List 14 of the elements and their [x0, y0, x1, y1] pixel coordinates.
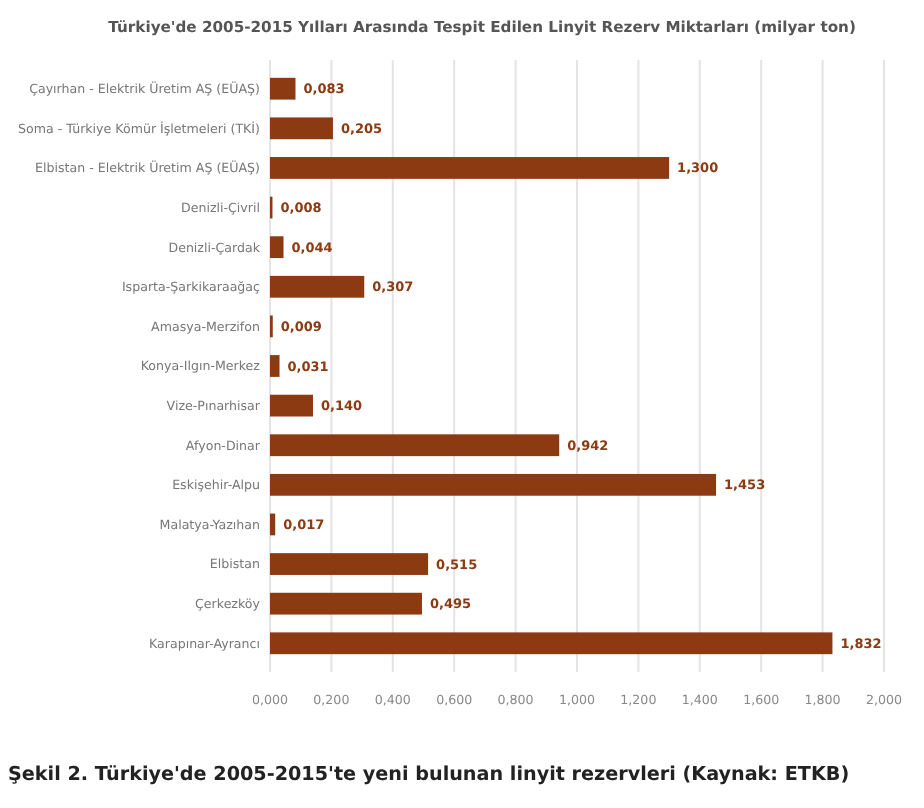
bar — [270, 355, 280, 377]
bar — [270, 157, 670, 179]
bar — [270, 553, 429, 575]
text: Şekil 2. Türkiye'de 2005-2015'te yeni bulunan linyit rezervleri (Kaynak: ETKB) — [8, 764, 850, 786]
bar — [270, 236, 284, 259]
bar — [270, 632, 833, 655]
bar — [270, 434, 560, 457]
bar — [270, 592, 422, 615]
bar — [270, 77, 296, 100]
bar — [270, 473, 717, 496]
bar — [270, 117, 333, 140]
bar — [270, 275, 365, 298]
bar — [270, 513, 276, 536]
bar — [270, 394, 313, 417]
